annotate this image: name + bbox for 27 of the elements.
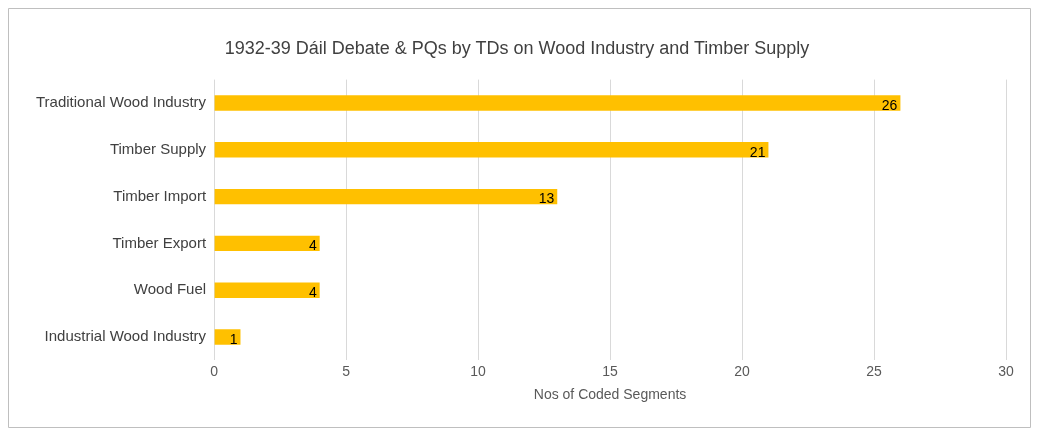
bar — [214, 188, 558, 205]
data-label: 13 — [538, 190, 555, 207]
x-tick-label: 10 — [470, 362, 487, 379]
x-tick-label: 30 — [998, 362, 1014, 379]
bar — [214, 95, 901, 111]
y-tick-label: Timber Supply — [109, 139, 207, 157]
x-tick-label: 0 — [210, 362, 219, 379]
x-tick-label: 20 — [734, 362, 751, 379]
y-tick-label: Industrial Wood Industry — [44, 327, 207, 345]
x-tick-label: 25 — [866, 362, 883, 379]
x-tick-label: 5 — [342, 362, 351, 379]
x-axis-title: Nos of Coded Segments — [533, 386, 687, 403]
data-label: 4 — [308, 237, 317, 254]
data-label: 21 — [749, 143, 766, 160]
y-tick-label: Traditional Wood Industry — [35, 93, 207, 111]
y-tick-label: Timber Import — [113, 186, 207, 204]
bar — [214, 142, 769, 158]
bar — [214, 329, 241, 345]
x-tick-label: 15 — [602, 362, 619, 379]
data-label: 1 — [229, 330, 238, 347]
bar — [214, 282, 320, 298]
bar — [214, 235, 320, 252]
chart-title: 1932-39 Dáil Debate & PQs by TDs on Wood Industry and Timber Supply — [224, 37, 810, 58]
data-label: 26 — [881, 96, 898, 113]
data-label: 4 — [308, 284, 317, 301]
y-tick-label: Wood Fuel — [133, 280, 207, 298]
y-tick-label: Timber Export — [112, 233, 207, 251]
